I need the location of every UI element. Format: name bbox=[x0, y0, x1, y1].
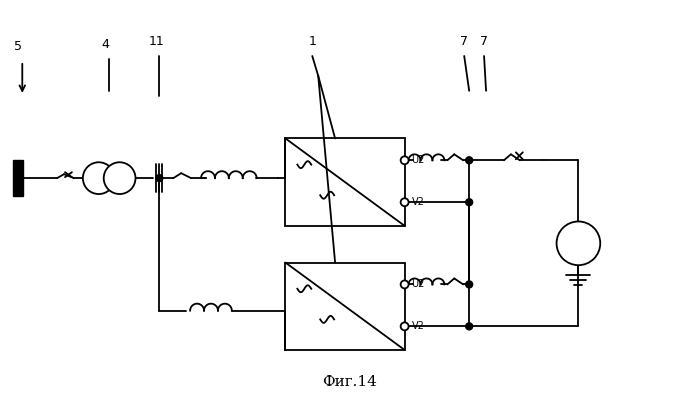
Circle shape bbox=[466, 199, 472, 206]
Text: 7: 7 bbox=[480, 35, 488, 48]
Circle shape bbox=[400, 322, 409, 330]
Circle shape bbox=[83, 162, 115, 194]
Circle shape bbox=[466, 281, 472, 288]
Text: U2: U2 bbox=[412, 279, 425, 290]
Circle shape bbox=[466, 323, 472, 330]
Text: 4: 4 bbox=[102, 38, 110, 51]
Circle shape bbox=[104, 162, 136, 194]
Bar bbox=[13, 160, 23, 196]
Text: 11: 11 bbox=[148, 35, 164, 48]
Circle shape bbox=[466, 157, 472, 164]
Circle shape bbox=[400, 198, 409, 206]
Text: 7: 7 bbox=[460, 35, 468, 48]
Text: Фиг.14: Фиг.14 bbox=[323, 375, 377, 389]
Circle shape bbox=[556, 221, 601, 265]
Circle shape bbox=[400, 280, 409, 288]
Text: U2: U2 bbox=[412, 155, 425, 165]
Text: V2: V2 bbox=[412, 197, 424, 207]
Bar bbox=[286, 138, 405, 226]
Bar bbox=[286, 263, 405, 350]
Text: 5: 5 bbox=[14, 40, 22, 53]
Circle shape bbox=[156, 175, 163, 182]
Text: 1: 1 bbox=[308, 35, 316, 48]
Circle shape bbox=[400, 156, 409, 164]
Text: V2: V2 bbox=[412, 321, 424, 331]
